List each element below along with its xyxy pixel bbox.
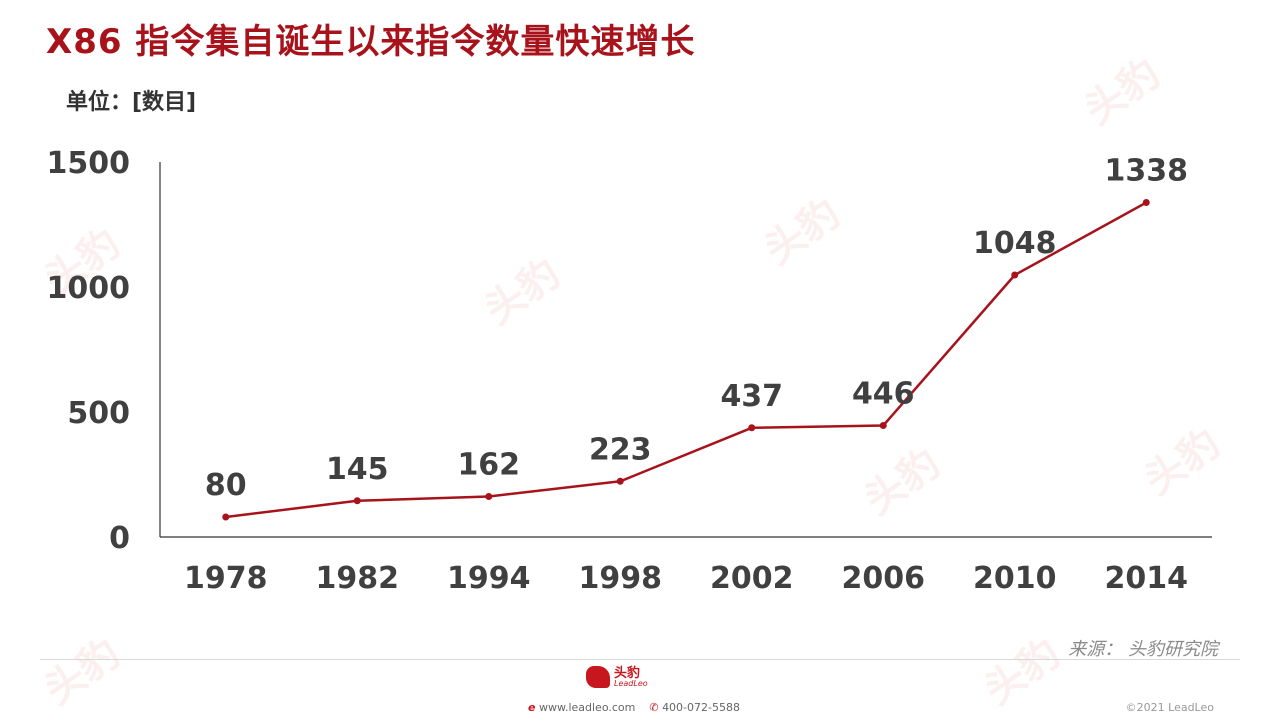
web-icon: e — [528, 701, 536, 714]
data-point — [616, 477, 624, 485]
page-title: X86 指令集自诞生以来指令数量快速增长 — [46, 22, 696, 62]
watermark: 头豹 — [976, 630, 1069, 715]
phone-contact: ✆ 400-072-5588 — [649, 701, 740, 714]
x-tick-label: 2010 — [973, 561, 1057, 596]
x-tick-label: 2014 — [1105, 561, 1189, 596]
data-point — [485, 493, 493, 500]
data-label: 437 — [720, 379, 783, 414]
logo-name-cn: 头豹 — [614, 665, 641, 681]
data-label: 145 — [326, 452, 389, 487]
data-label: 1338 — [1105, 154, 1189, 189]
website-link[interactable]: e www.leadleo.com — [528, 701, 635, 714]
source-note: 来源： 头豹研究院 — [1068, 639, 1218, 660]
data-point — [748, 424, 756, 432]
unit-label: 单位：[数目] — [66, 90, 197, 115]
x-tick-label: 1978 — [184, 561, 268, 596]
footer-contact: e www.leadleo.com ✆ 400-072-5588 — [528, 701, 740, 714]
data-labels: 80 145 162 223 437 446 1048 1338 — [205, 154, 1188, 504]
x-tick-label: 1994 — [447, 561, 531, 596]
data-label: 162 — [457, 448, 520, 483]
copyright: ©2021 LeadLeo — [1125, 701, 1214, 714]
phone-text: 400-072-5588 — [662, 701, 740, 714]
x-tick-label: 1998 — [579, 561, 663, 596]
chart-axes — [159, 162, 1212, 538]
data-label: 446 — [852, 377, 915, 412]
y-tick-label: 1000 — [47, 271, 131, 306]
x-tick-label: 1982 — [316, 561, 400, 596]
footer-logo: 头豹 LeadLeo — [586, 666, 648, 688]
website-text: www.leadleo.com — [538, 701, 636, 714]
logo-name-en: LeadLeo — [614, 678, 648, 688]
data-point — [879, 422, 887, 429]
data-label: 1048 — [973, 226, 1057, 261]
x-axis-tick-labels: 1978 1982 1994 1998 2002 2006 2010 2014 — [184, 561, 1188, 596]
y-tick-label: 500 — [67, 396, 130, 431]
data-label: 80 — [205, 468, 247, 503]
data-point — [222, 513, 230, 521]
leopard-logo-icon — [586, 666, 610, 688]
watermark: 头豹 — [36, 630, 129, 715]
y-tick-label: 1500 — [47, 146, 131, 181]
data-label: 223 — [589, 432, 652, 467]
data-point — [1142, 199, 1150, 206]
data-point — [353, 497, 361, 505]
data-point — [1011, 271, 1019, 279]
series-points — [222, 199, 1150, 521]
series-line — [225, 201, 1147, 519]
x-tick-label: 2002 — [710, 561, 794, 596]
footer-divider — [40, 659, 1240, 660]
line-chart: 0 500 1000 1500 1978 1982 1994 1998 2002 2006 201… — [47, 146, 1212, 596]
phone-icon: ✆ — [649, 701, 659, 714]
x-tick-label: 2006 — [842, 561, 926, 596]
y-axis-tick-labels: 0 500 1000 1500 — [47, 146, 131, 556]
y-tick-label: 0 — [109, 521, 130, 556]
